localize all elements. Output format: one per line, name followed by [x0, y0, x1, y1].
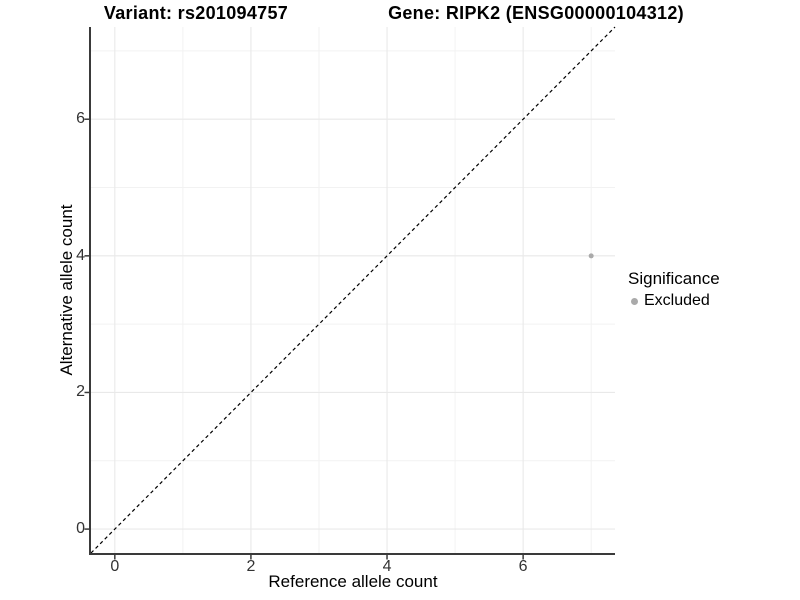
x-axis-title: Reference allele count [268, 572, 438, 591]
y-axis-title: Alternative allele count [57, 204, 76, 376]
x-axis-tick-label: 0 [110, 558, 120, 575]
y-axis-tick-label: 0 [76, 520, 85, 538]
x-axis-tick-label: 4 [382, 558, 392, 575]
y-axis-tick-label: 6 [76, 110, 85, 128]
y-axis-tick-label: 2 [76, 383, 85, 401]
x-axis-tick-label: 2 [246, 558, 256, 575]
identity-line [90, 26, 616, 554]
legend-marker-circle-icon [631, 297, 638, 305]
legend-entry-label: Excluded [644, 292, 710, 309]
legend: Significance Excluded [628, 268, 720, 311]
gene-title: Gene: RIPK2 (ENSG00000104312) [388, 3, 684, 23]
variant-title: Variant: rs201094757 [103, 3, 289, 23]
y-axis-tick-label: 4 [76, 246, 85, 264]
data-point [588, 253, 594, 259]
x-axis-tick-label: 6 [518, 558, 528, 575]
legend-entry-excluded: Excluded [628, 291, 720, 311]
legend-title: Significance [628, 269, 720, 288]
